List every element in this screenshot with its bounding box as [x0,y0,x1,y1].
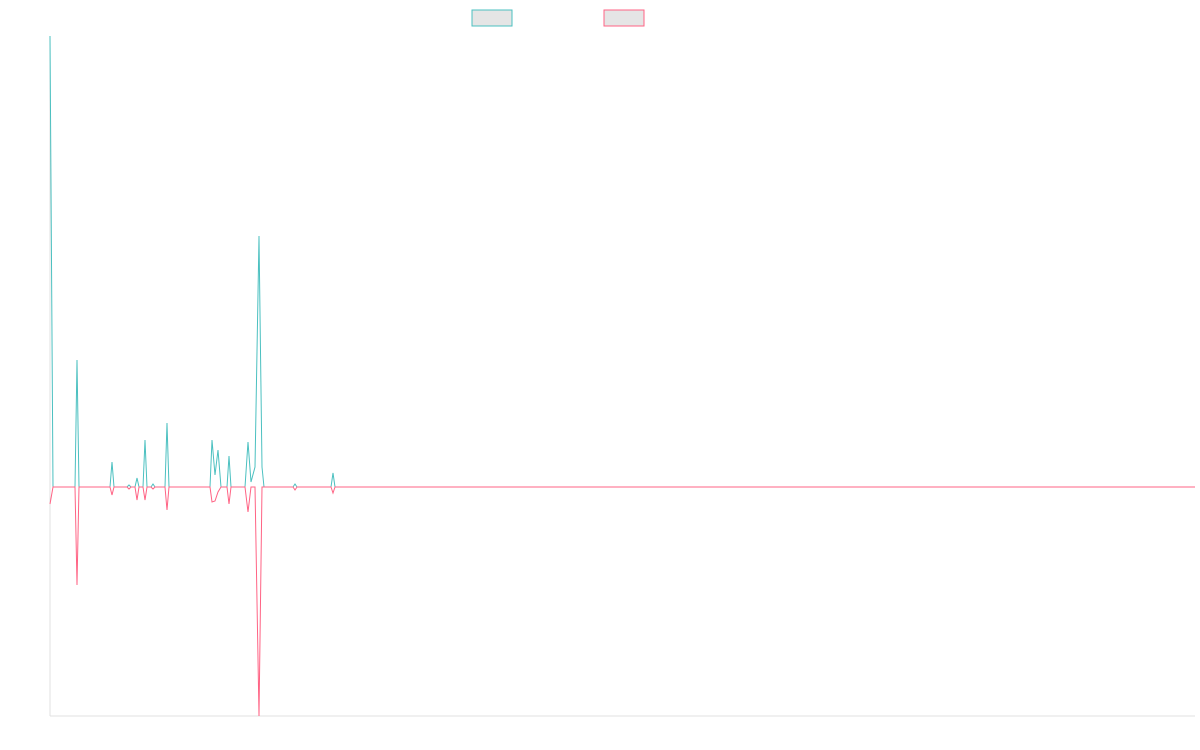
legend-item[interactable] [603,9,645,27]
data-line [49,35,1195,488]
data-line [49,486,1195,717]
legend-item[interactable] [471,9,513,27]
